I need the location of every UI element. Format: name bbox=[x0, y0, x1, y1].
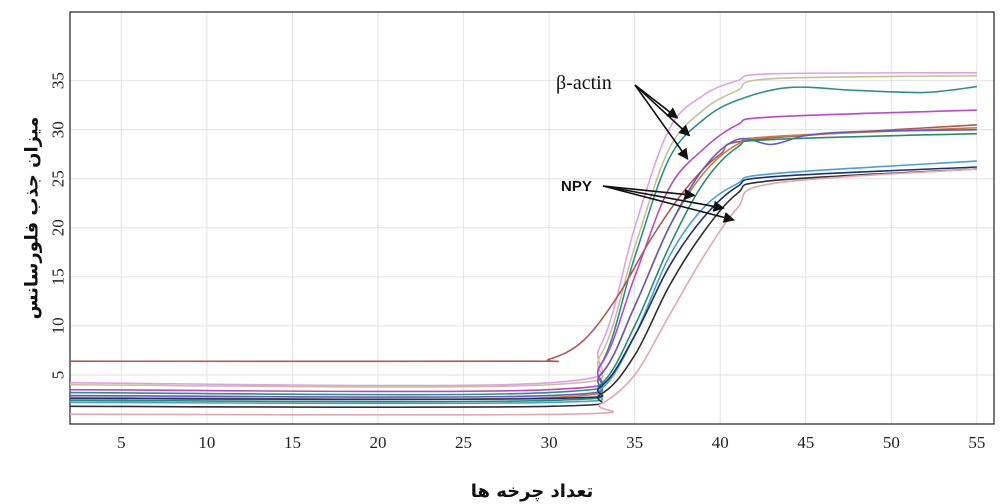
series-line bbox=[69, 160, 977, 405]
series-line bbox=[69, 124, 977, 363]
npy-label: NPY bbox=[561, 178, 592, 195]
series-line bbox=[69, 132, 977, 403]
x-tick-label: 25 bbox=[455, 433, 472, 452]
y-tick-labels: 5 10 15 20 25 30 35 bbox=[49, 72, 68, 379]
annotation-arrow bbox=[634, 84, 689, 161]
x-tick-label: 55 bbox=[968, 433, 985, 452]
series-line bbox=[69, 85, 977, 396]
y-tick-label: 25 bbox=[49, 170, 68, 187]
annotation-arrow bbox=[602, 185, 696, 200]
y-tick-label: 20 bbox=[49, 219, 68, 236]
series-layer bbox=[69, 72, 977, 416]
series-line bbox=[69, 109, 977, 393]
y-tick-label: 35 bbox=[49, 72, 68, 89]
x-tick-label: 35 bbox=[626, 433, 643, 452]
y-axis-label: میزان جذب فلورسانس bbox=[22, 117, 43, 320]
grid bbox=[70, 12, 994, 424]
series-line bbox=[69, 72, 977, 387]
x-tick-label: 5 bbox=[117, 433, 126, 452]
series-line bbox=[69, 166, 977, 401]
x-tick-label: 15 bbox=[284, 433, 301, 452]
beta-actin-label: β-actin bbox=[556, 72, 612, 94]
annotation-arrow bbox=[602, 185, 735, 223]
y-tick-label: 15 bbox=[49, 268, 68, 285]
x-tick-label: 50 bbox=[883, 433, 900, 452]
x-tick-label: 10 bbox=[198, 433, 215, 452]
annotation-arrow bbox=[634, 84, 691, 137]
x-axis-label: تعداد چرخه ها bbox=[471, 481, 594, 502]
annotations: β-actin NPY bbox=[556, 72, 735, 223]
x-tick-labels: 5 10 15 20 25 30 35 40 45 50 55 bbox=[117, 433, 985, 452]
series-line bbox=[69, 168, 977, 416]
x-tick-label: 40 bbox=[712, 433, 729, 452]
x-tick-label: 45 bbox=[797, 433, 814, 452]
y-tick-label: 5 bbox=[49, 371, 68, 380]
annotation-arrow bbox=[602, 185, 725, 212]
series-line bbox=[69, 168, 977, 409]
series-line bbox=[69, 74, 977, 388]
x-tick-label: 30 bbox=[541, 433, 558, 452]
y-tick-label: 30 bbox=[49, 121, 68, 138]
y-tick-label: 10 bbox=[49, 317, 68, 334]
plot-frame bbox=[69, 11, 995, 425]
series-line bbox=[69, 128, 977, 398]
x-tick-label: 20 bbox=[370, 433, 387, 452]
